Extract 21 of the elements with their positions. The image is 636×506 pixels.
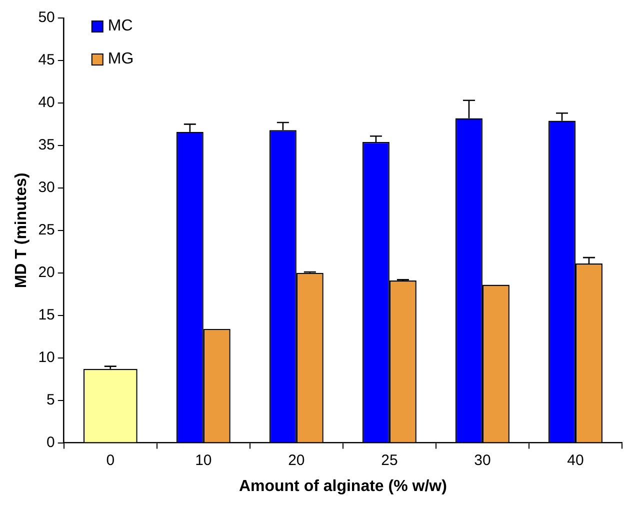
x-tick-label: 10 [195, 452, 212, 469]
y-tick-label: 20 [38, 264, 55, 282]
x-tick-label: 20 [288, 452, 305, 469]
x-axis-title: Amount of alginate (% w/w) [238, 478, 447, 495]
x-tick-label: 0 [106, 452, 115, 469]
x-tick-label: 40 [567, 452, 584, 469]
y-tick-label: 35 [38, 136, 55, 154]
y-tick-label: 50 [38, 9, 55, 26]
y-tick-label: 40 [38, 94, 55, 112]
y-tick-label: 15 [38, 306, 55, 324]
y-tick-label: 30 [38, 179, 55, 196]
y-tick-label: 25 [38, 222, 55, 239]
legend-label: MG [108, 50, 134, 68]
x-tick-label: 30 [474, 452, 491, 469]
y-axis-title: MD T (minutes) [13, 172, 30, 288]
x-tick-label: 25 [381, 452, 398, 469]
y-tick-label: 5 [46, 391, 55, 408]
legend-label: MC [108, 17, 133, 34]
y-tick-label: 10 [38, 348, 55, 366]
y-tick-label: 0 [46, 434, 55, 451]
y-tick-label: 45 [38, 52, 55, 69]
